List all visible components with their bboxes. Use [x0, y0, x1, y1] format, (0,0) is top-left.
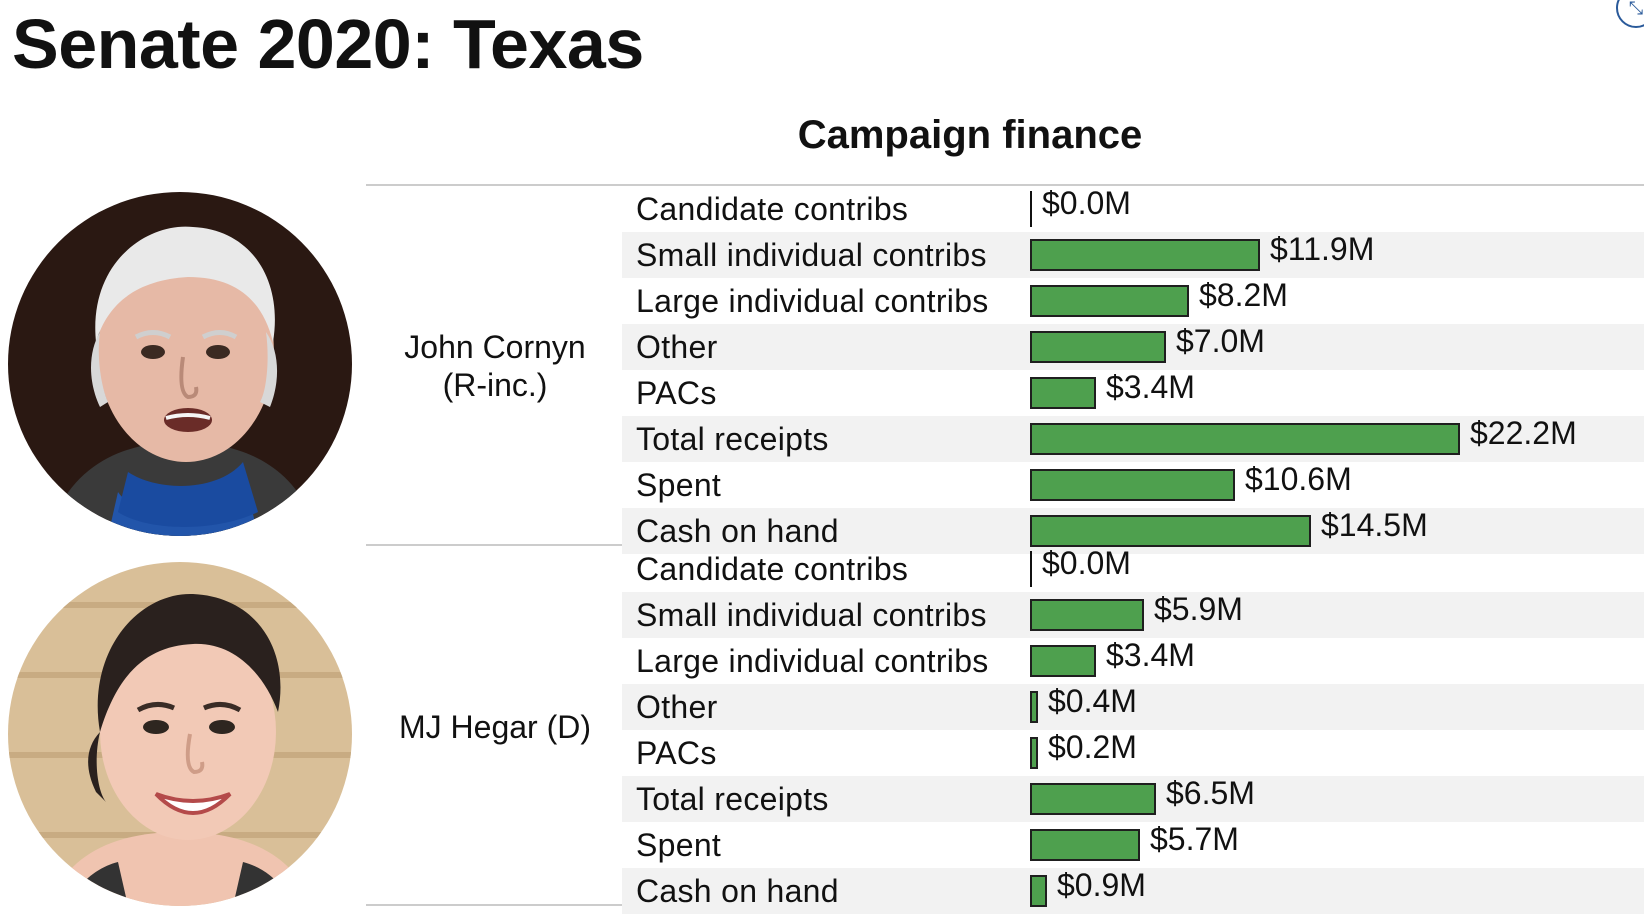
bar	[1030, 515, 1311, 547]
bar-row: Large individual contribs $8.2M	[622, 277, 1644, 324]
value-label: $0.2M	[1048, 729, 1137, 765]
value-label: $14.5M	[1321, 507, 1428, 543]
value-label: $0.0M	[1042, 545, 1131, 581]
bar-row: Cash on hand $14.5M	[622, 507, 1644, 554]
value-label: $8.2M	[1199, 277, 1288, 313]
value-label: $0.0M	[1042, 185, 1131, 221]
category-label: Total receipts	[636, 421, 829, 457]
value-label: $10.6M	[1245, 461, 1352, 497]
category-label: Large individual contribs	[636, 283, 989, 319]
bar	[1030, 331, 1166, 363]
avatar-john-cornyn	[8, 192, 352, 536]
bar-row: Other $7.0M	[622, 323, 1644, 370]
candidate-name-cornyn: John Cornyn (R-inc.)	[404, 329, 586, 403]
value-label: $22.2M	[1470, 415, 1577, 451]
category-label: Cash on hand	[636, 873, 839, 909]
bar-row: Other $0.4M	[622, 683, 1644, 730]
category-label: Candidate contribs	[636, 191, 909, 227]
bar	[1030, 377, 1096, 409]
category-label: Total receipts	[636, 781, 829, 817]
category-label: Cash on hand	[636, 513, 839, 549]
category-label: Other	[636, 329, 718, 365]
bar-row: Candidate contribs $0.0M	[622, 545, 1644, 592]
bar	[1030, 285, 1189, 317]
chart-title: Campaign finance	[797, 113, 1143, 157]
bar-row: Small individual contribs $5.9M	[622, 591, 1644, 638]
bar	[1030, 599, 1144, 631]
category-label: Small individual contribs	[636, 237, 987, 273]
bar-row: Spent $5.7M	[622, 821, 1644, 868]
value-label: $5.7M	[1150, 821, 1239, 857]
value-label: $11.9M	[1270, 231, 1375, 267]
avatar-mj-hegar	[8, 562, 352, 906]
value-label: $0.4M	[1048, 683, 1137, 719]
bar-row: Total receipts $6.5M	[622, 775, 1644, 822]
bar-row: Candidate contribs $0.0M	[622, 185, 1644, 232]
category-label: Spent	[636, 827, 722, 863]
candidate-name-hegar: MJ Hegar (D)	[398, 709, 591, 745]
bar-row: Cash on hand $0.9M	[622, 867, 1644, 914]
bar	[1030, 783, 1156, 815]
bar-row: Total receipts $22.2M	[622, 415, 1644, 462]
value-label: $0.9M	[1057, 867, 1146, 903]
bar	[1030, 737, 1038, 769]
bar	[1030, 191, 1032, 227]
category-label: PACs	[636, 735, 717, 771]
bar-row: Spent $10.6M	[622, 461, 1644, 508]
bar	[1030, 239, 1260, 271]
page-title: Senate 2020: Texas	[12, 5, 644, 83]
bar-row: PACs $0.2M	[622, 729, 1644, 776]
bar	[1030, 551, 1032, 587]
avatar-mj-hegar-portrait	[8, 562, 352, 906]
value-label: $3.4M	[1106, 637, 1195, 673]
category-label: Large individual contribs	[636, 643, 989, 679]
bar-row: Large individual contribs $3.4M	[622, 637, 1644, 684]
bar	[1030, 875, 1047, 907]
category-label: Small individual contribs	[636, 597, 987, 633]
divider-top	[366, 184, 1644, 186]
category-label: Candidate contribs	[636, 551, 909, 587]
collapse-icon[interactable]: ⤡	[1616, 0, 1644, 28]
bar	[1030, 469, 1235, 501]
category-label: PACs	[636, 375, 717, 411]
bar-row: PACs $3.4M	[622, 369, 1644, 416]
value-label: $5.9M	[1154, 591, 1243, 627]
avatar-john-cornyn-portrait	[8, 192, 352, 536]
value-label: $6.5M	[1166, 775, 1255, 811]
category-label: Other	[636, 689, 718, 725]
category-label: Spent	[636, 467, 722, 503]
bar	[1030, 645, 1096, 677]
value-label: $7.0M	[1176, 323, 1265, 359]
value-label: $3.4M	[1106, 369, 1195, 405]
bar	[1030, 423, 1460, 455]
bar	[1030, 829, 1140, 861]
bar-row: Small individual contribs $11.9M	[622, 231, 1644, 278]
bar	[1030, 691, 1038, 723]
